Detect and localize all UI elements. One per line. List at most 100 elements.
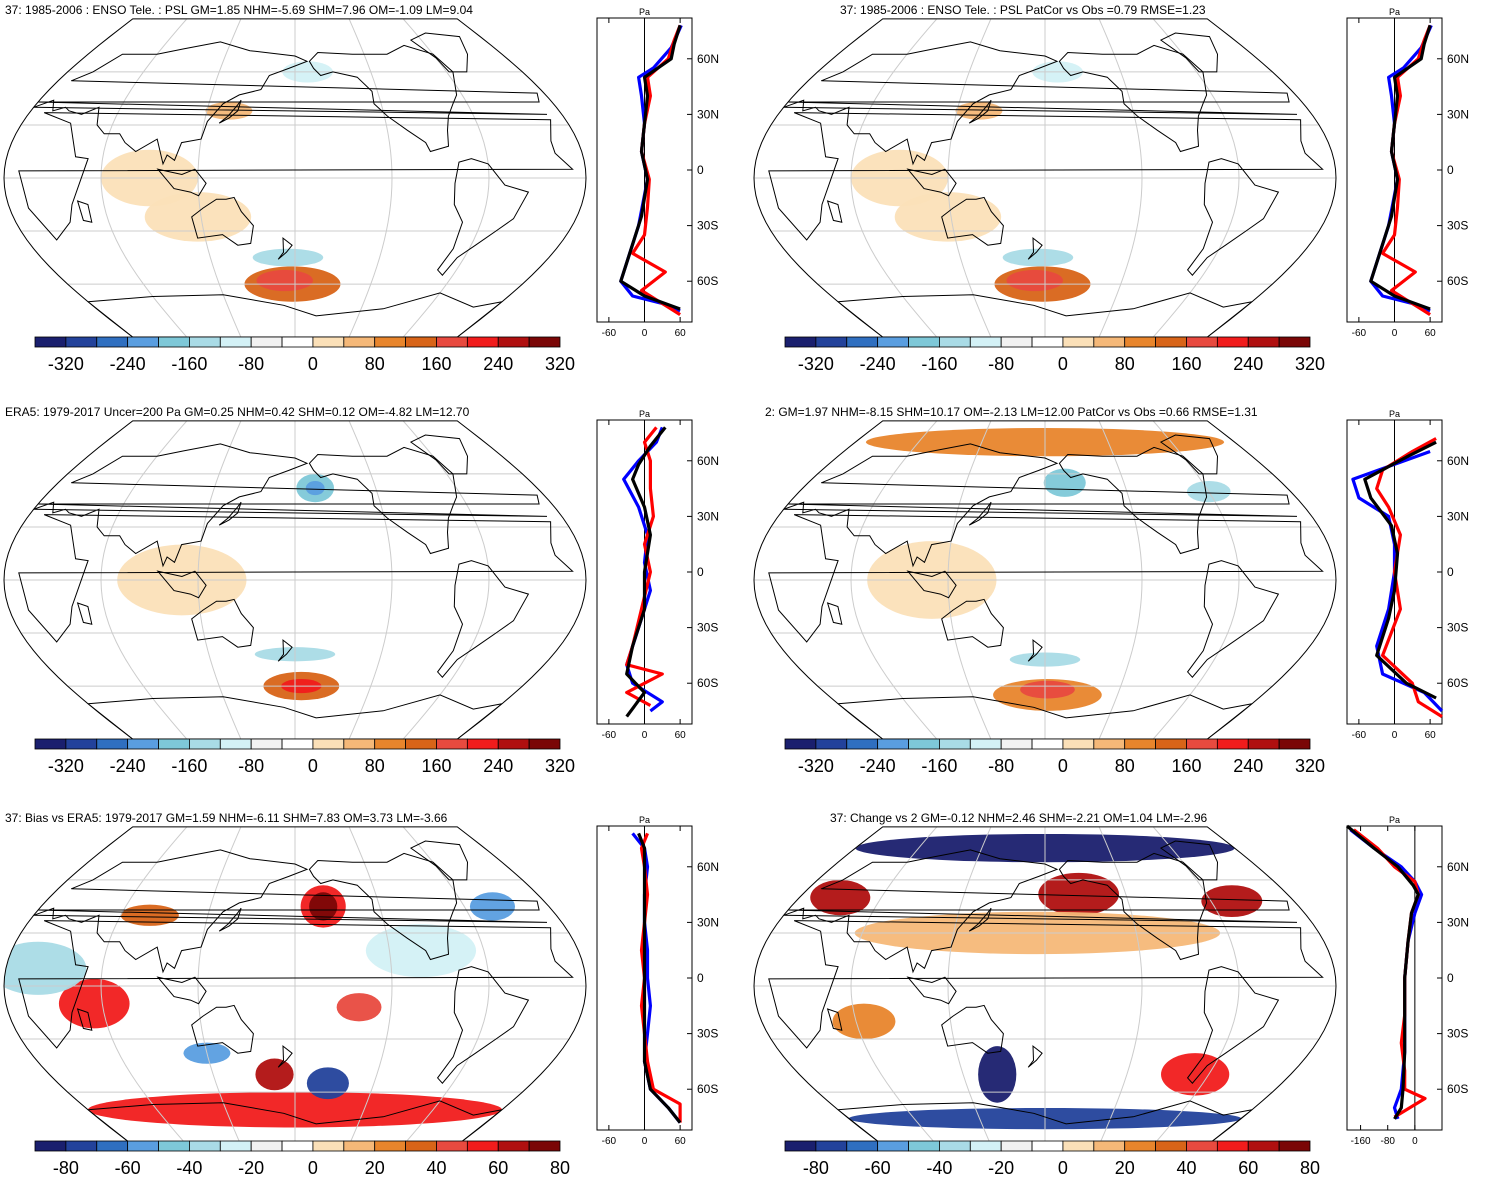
anomaly-region	[955, 101, 1003, 120]
coastline-namerica	[308, 446, 458, 555]
colorbar-label: -60	[865, 1158, 891, 1178]
colorbar-swatch	[1247, 1140, 1280, 1152]
lat-tick-label: 60S	[1447, 1082, 1468, 1096]
colorbar: -80 -60 -40 -20 0 20 40 60 80	[784, 1140, 1320, 1178]
colorbar: -80 -60 -40 -20 0 20 40 60 80	[34, 1140, 570, 1178]
colorbar-swatch	[846, 336, 879, 348]
colorbar-swatch	[1278, 1140, 1311, 1152]
colorbar-swatch	[158, 1140, 190, 1152]
zonal-mean-profile: Pa 60N 30N 0 30S 60S -60 0 60	[596, 7, 719, 339]
colorbar-swatch	[158, 336, 190, 348]
profile-line-mean	[1363, 440, 1437, 700]
colorbar-label: -320	[798, 756, 834, 776]
colorbar-swatch	[877, 336, 909, 348]
grid-meridian	[1152, 18, 1240, 338]
colorbar-swatch	[343, 1140, 376, 1152]
colorbar-label: 0	[308, 1158, 318, 1178]
anomaly-region	[4, 941, 87, 995]
profile-line-obs	[1349, 828, 1424, 1120]
coastline-eurasia	[33, 41, 548, 166]
coastline-africa	[18, 920, 574, 1049]
colorbar-swatch	[497, 738, 530, 750]
colorbar-swatch	[466, 336, 499, 348]
colorbar-label: 80	[1115, 756, 1135, 776]
lat-tick-label: 30N	[1447, 915, 1469, 929]
coastline-nz	[1027, 1045, 1043, 1068]
coastline-australia	[191, 1004, 254, 1054]
colorbar-label: 0	[1058, 354, 1068, 374]
grid-meridian	[1152, 420, 1240, 740]
anomaly-region	[309, 892, 338, 921]
profile-unit-label: Pa	[1389, 815, 1400, 825]
lat-tick-label: 60S	[697, 1082, 718, 1096]
coastline-namerica	[1058, 44, 1208, 153]
colorbar-swatch	[219, 1140, 252, 1152]
value-tick-label: 0	[1392, 328, 1398, 339]
value-tick-label: 0	[1392, 730, 1398, 741]
colorbar-swatch	[343, 738, 376, 750]
grid-meridian	[348, 420, 393, 740]
zonal-mean-profile: Pa 60N 30N 0 30S 60S -160 -80 0	[1345, 815, 1469, 1147]
colorbar-swatch	[281, 738, 314, 750]
panel-title: ERA5: 1979-2017 Uncer=200 Pa GM=0.25 NHM…	[5, 405, 470, 419]
colorbar-label: 80	[365, 354, 385, 374]
colorbar-swatch	[1278, 336, 1311, 348]
coastline-greenland	[409, 32, 469, 73]
profile-unit-label: Pa	[639, 7, 650, 17]
colorbar-label: 60	[488, 1158, 508, 1178]
colorbar-swatch	[939, 738, 971, 750]
coastline-australia	[191, 598, 254, 648]
colorbar-swatch	[908, 336, 940, 348]
grid-meridian	[947, 420, 992, 740]
colorbar-label: -80	[238, 756, 264, 776]
colorbar-swatch	[250, 1140, 283, 1152]
world-map	[3, 826, 587, 1146]
colorbar-swatch	[939, 336, 971, 348]
grid-meridian	[1098, 18, 1143, 338]
anomaly-region	[1020, 680, 1075, 699]
coastline-seasia	[906, 570, 957, 599]
panel-title: 37: Change vs 2 GM=-0.12 NHM=2.46 SHM=-2…	[830, 811, 1208, 825]
coastline-seasia	[156, 168, 207, 197]
grid-meridian	[850, 18, 938, 338]
coastline-namerica	[308, 852, 458, 961]
panel-6: 37: Change vs 2 GM=-0.12 NHM=2.46 SHM=-2…	[750, 808, 1485, 1181]
colorbar: -320 -240 -160 -80 0 80 160 240 320	[784, 738, 1325, 776]
lat-tick-label: 60S	[1447, 676, 1468, 690]
anomaly-region	[894, 192, 1002, 242]
panel-title: 37: 1985-2006 : ENSO Tele. : PSL PatCor …	[840, 3, 1206, 17]
lat-tick-label: 60N	[1447, 860, 1469, 874]
value-tick-label: -60	[602, 1136, 617, 1147]
coastline-greenland	[409, 434, 469, 475]
colorbar-swatch	[312, 336, 345, 348]
coastline-africa	[18, 112, 574, 241]
lat-tick-label: 60S	[1447, 274, 1468, 288]
colorbar-swatch	[1124, 738, 1156, 750]
colorbar-swatch	[1155, 738, 1187, 750]
coastline-greenland	[1159, 840, 1219, 881]
anomaly-region	[1201, 885, 1263, 918]
anomaly-region	[1006, 269, 1063, 292]
colorbar-label: -60	[115, 1158, 141, 1178]
colorbar-swatch	[1093, 1140, 1126, 1152]
value-tick-label: 60	[675, 1136, 687, 1147]
anomaly-region	[832, 1003, 896, 1040]
panel-5: 37: Bias vs ERA5: 1979-2017 GM=1.59 NHM=…	[0, 808, 740, 1181]
coastline-australia	[191, 196, 254, 246]
value-tick-label: -60	[602, 730, 617, 741]
coastline-namerica	[1058, 852, 1208, 961]
colorbar-swatch	[250, 738, 283, 750]
anomaly-region	[1038, 872, 1120, 916]
colorbar-label: -20	[988, 1158, 1014, 1178]
colorbar-swatch	[969, 1140, 1002, 1152]
colorbar-swatch	[466, 738, 499, 750]
colorbar-swatch	[189, 738, 221, 750]
map-border	[3, 826, 587, 1146]
colorbar-swatch	[1000, 1140, 1033, 1152]
coastline-greenland	[1159, 434, 1219, 475]
colorbar-swatch	[1186, 1140, 1218, 1152]
colorbar-label: 40	[426, 1158, 446, 1178]
coastline-madagascar	[826, 200, 843, 223]
grid-meridian	[947, 18, 992, 338]
map-border	[753, 420, 1337, 740]
